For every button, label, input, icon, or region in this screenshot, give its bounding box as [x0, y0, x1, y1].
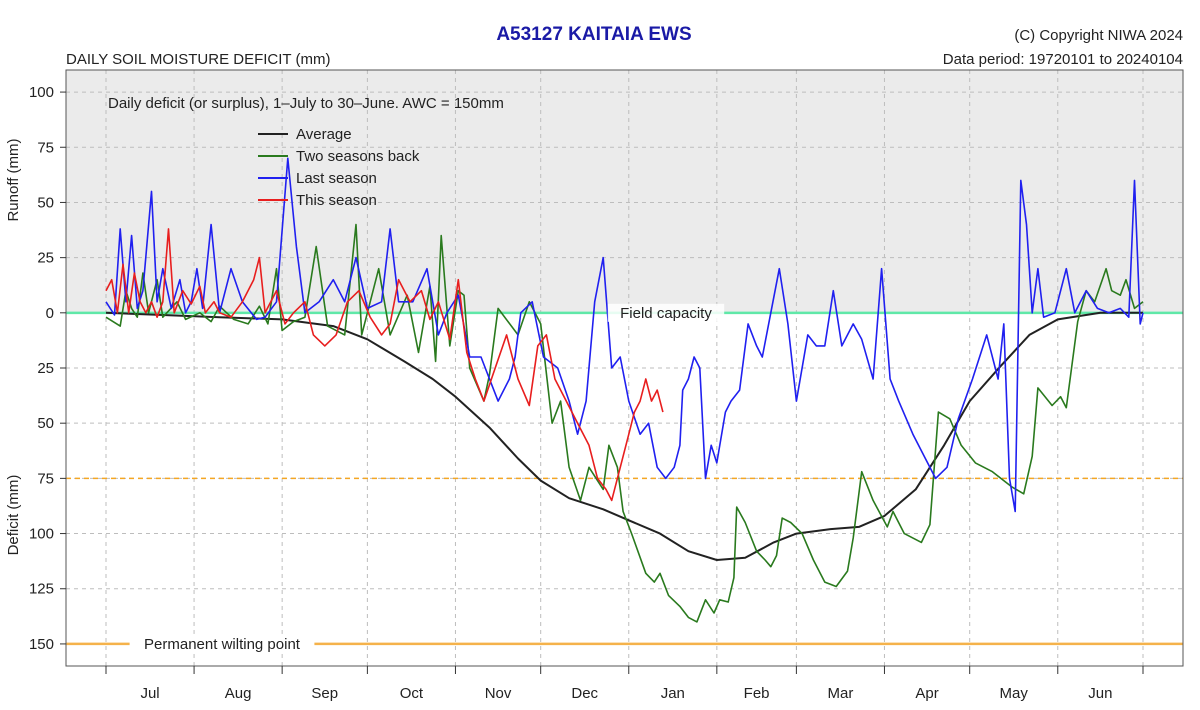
x-tick-label-sep: Sep	[311, 685, 338, 702]
runoff-region	[66, 70, 1183, 313]
y-tick-label: 100	[29, 526, 54, 543]
series-line-last-season	[105, 157, 1144, 513]
chart-subtitle: DAILY SOIL MOISTURE DEFICIT (mm)	[66, 51, 330, 68]
legend-entry-2: Last season	[296, 170, 377, 187]
x-tick-label-may: May	[1000, 685, 1029, 702]
y-tick-label: 25	[37, 360, 54, 377]
x-tick-label-oct: Oct	[400, 685, 424, 702]
legend-entry-1: Two seasons back	[296, 148, 420, 165]
y-tick-label: 75	[37, 139, 54, 156]
y-tick-label: 100	[29, 84, 54, 101]
x-tick-label-nov: Nov	[485, 685, 512, 702]
x-tick-label-jul: Jul	[140, 685, 159, 702]
x-tick-label-feb: Feb	[744, 685, 770, 702]
legend-entry-0: Average	[296, 126, 352, 143]
y-tick-label: 75	[37, 470, 54, 487]
legend-entry-3: This season	[296, 192, 377, 209]
reference-label-0: Field capacity	[620, 305, 712, 322]
reference-label-2: Permanent wilting point	[144, 636, 301, 653]
x-tick-label-dec: Dec	[571, 685, 598, 702]
chart-note: Daily deficit (or surplus), 1–July to 30…	[108, 95, 504, 112]
series-line-this-season	[105, 228, 664, 502]
y-axis-label-deficit: Deficit (mm)	[5, 475, 22, 556]
y-tick-label: 150	[29, 636, 54, 653]
chart-title: A53127 KAITAIA EWS	[496, 24, 691, 45]
data-period-text: Data period: 19720101 to 20240104	[943, 51, 1183, 68]
x-tick-label-jan: Jan	[661, 685, 685, 702]
x-tick-label-mar: Mar	[828, 685, 854, 702]
copyright-text: (C) Copyright NIWA 2024	[1014, 27, 1183, 44]
y-tick-label: 25	[37, 250, 54, 267]
plot-area: Field capacity Permanent wilting point 100…	[29, 69, 1184, 702]
y-tick-label: 50	[37, 194, 54, 211]
x-tick-label-apr: Apr	[915, 685, 938, 702]
reference-label-bg	[607, 303, 725, 322]
x-tick-label-aug: Aug	[225, 685, 252, 702]
y-axis-label-runoff: Runoff (mm)	[5, 138, 22, 221]
y-tick-label: 50	[37, 415, 54, 432]
y-tick-label: 125	[29, 581, 54, 598]
series-line-two-seasons-back	[105, 223, 1144, 623]
reference-label-bg	[129, 633, 315, 654]
series-line-average	[105, 311, 1143, 561]
x-tick-label-jun: Jun	[1088, 685, 1112, 702]
y-tick-label: 0	[46, 305, 54, 322]
